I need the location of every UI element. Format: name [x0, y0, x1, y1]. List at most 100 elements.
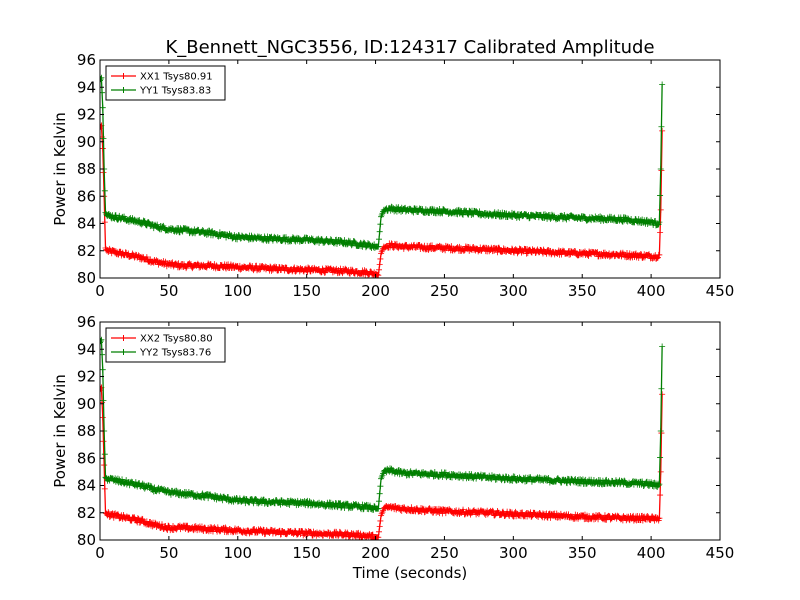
series-group [100, 336, 666, 540]
series-2-marker [657, 454, 664, 461]
y-tick: 86 [77, 187, 720, 205]
y-tick: 88 [77, 422, 720, 440]
top-plot: 0 50 100 150 200 250 300 350 400 450 80 82 84 86 88 90 9… [51, 51, 734, 300]
legend-entry-2: YY1 Tsys83.83 [139, 86, 211, 97]
y-tick: 80 [77, 531, 720, 549]
series-1-marker [129, 250, 136, 257]
series-2-marker [141, 218, 148, 225]
y-axis-label: Power in Kelvin [51, 374, 69, 488]
x-tick-label: 450 [706, 544, 735, 562]
series-2-marker [511, 473, 518, 480]
series-1-marker [375, 534, 382, 540]
series-2-marker [100, 74, 105, 81]
series-1-marker [376, 266, 382, 273]
series-2-marker [657, 428, 664, 434]
y-tick-label: 88 [77, 422, 96, 440]
series-1-marker [657, 229, 664, 236]
y-tick: 90 [77, 133, 720, 151]
series-1-marker [189, 265, 196, 272]
y-tick-label: 86 [77, 187, 96, 205]
y-tick-label: 86 [77, 449, 96, 467]
series-1-marker [376, 523, 383, 530]
x-tick: 100 [223, 60, 252, 300]
series-2-marker [655, 482, 662, 489]
series-2-marker [357, 504, 364, 511]
series-2-marker [375, 505, 382, 512]
series-1-marker [508, 245, 515, 252]
y-tick-label: 84 [77, 477, 96, 495]
series-1-marker [377, 517, 384, 524]
series-1-marker [116, 515, 123, 522]
series-1-marker [183, 265, 190, 272]
series-1-marker [143, 254, 150, 261]
series-2-marker [418, 472, 425, 479]
series-1-marker [632, 516, 639, 523]
series-1-marker [101, 219, 108, 226]
series-1-marker [388, 240, 395, 247]
series-1-marker [425, 246, 432, 253]
series-1-marker [470, 244, 477, 251]
series-1-marker [658, 167, 665, 174]
series-1-marker [571, 247, 578, 254]
series-1-marker [369, 532, 376, 539]
series-1-marker [101, 462, 108, 469]
series-1-marker [645, 251, 652, 258]
series-1-marker [558, 251, 565, 258]
series-2-marker [112, 212, 119, 219]
x-tick-label: 350 [568, 544, 597, 562]
series-2-marker [173, 228, 180, 235]
series-1-marker [321, 269, 328, 276]
series-2-marker [657, 166, 664, 172]
legend: XX1 Tsys80.91 YY1 Tsys83.83 [105, 65, 226, 101]
x-tick: 250 [430, 322, 459, 562]
series-2-marker [455, 206, 462, 213]
y-tick: 82 [77, 504, 720, 522]
series-2-marker [657, 192, 664, 199]
series-1-marker [659, 127, 666, 134]
x-tick-label: 100 [223, 282, 252, 300]
series-2-marker [147, 482, 154, 489]
series-2-marker [658, 385, 665, 392]
series-1-marker [114, 511, 121, 518]
y-tick: 94 [77, 340, 720, 358]
series-1-marker [494, 249, 501, 256]
series-1-marker [654, 254, 661, 261]
series-1-marker [377, 255, 384, 262]
series-2-marker [375, 243, 382, 250]
y-tick-label: 84 [77, 215, 96, 233]
x-tick-label: 50 [159, 282, 178, 300]
x-tick: 450 [706, 322, 735, 562]
series-2-marker [100, 104, 106, 111]
series-2-marker [100, 336, 105, 343]
legend: XX2 Tsys80.80 YY2 Tsys83.76 [105, 327, 226, 363]
x-tick-label: 200 [361, 544, 390, 562]
series-2-marker [114, 475, 121, 482]
series-1-marker [136, 253, 143, 260]
x-tick: 300 [499, 322, 528, 562]
series-1-marker [508, 509, 515, 516]
x-tick: 50 [159, 60, 178, 300]
series-1-marker [101, 485, 108, 492]
series-1-marker [500, 245, 507, 252]
x-tick-label: 450 [706, 282, 735, 300]
series-1-marker [131, 514, 138, 521]
x-tick-label: 400 [637, 544, 666, 562]
series-1-marker [495, 244, 502, 251]
series-1-marker [283, 264, 290, 271]
series-group [100, 74, 666, 278]
y-tick: 86 [77, 449, 720, 467]
series-1-marker [274, 267, 281, 274]
x-tick: 150 [292, 322, 321, 562]
y-tick-label: 96 [77, 51, 96, 69]
series-1-marker [100, 414, 106, 421]
series-2-marker [121, 480, 128, 487]
series-2-marker [246, 499, 253, 506]
y-tick-label: 94 [77, 340, 96, 358]
x-axis-label: Time (seconds) [352, 564, 468, 582]
y-tick: 92 [77, 106, 720, 124]
series-2-marker [154, 221, 161, 228]
series-1-marker [256, 266, 263, 273]
series-1-marker [657, 492, 664, 499]
series-1-marker [656, 515, 663, 522]
